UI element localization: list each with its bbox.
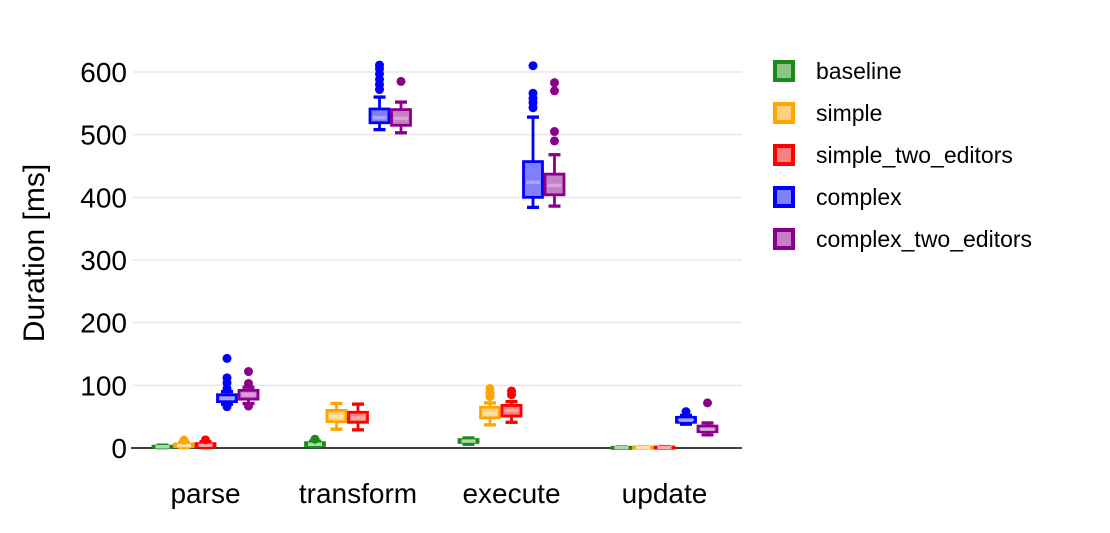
legend-entry-simple-two-editors: simple_two_editors <box>773 142 1032 168</box>
outlier-dot <box>375 60 384 70</box>
outlier-dot <box>681 407 691 417</box>
outlier-dot <box>550 78 559 88</box>
outlier-dot <box>396 76 406 86</box>
y-tick-label: 600 <box>80 57 127 88</box>
y-tick-label: 200 <box>80 308 127 339</box>
outlier-dot <box>222 353 232 363</box>
x-tick-label: update <box>622 478 708 509</box>
legend-label-simple-two-editors: simple_two_editors <box>816 142 1013 168</box>
outlier-dot <box>528 88 538 98</box>
y-tick-label: 300 <box>80 245 127 276</box>
legend-entry-simple: simple <box>773 100 1032 126</box>
legend-label-complex-two-editors: complex_two_editors <box>816 226 1033 252</box>
legend-swatch-baseline <box>773 60 795 82</box>
outlier-dot <box>703 398 712 408</box>
legend-swatch-simple-two-editors <box>773 144 795 166</box>
x-tick-label: execute <box>462 478 560 509</box>
chart-canvas: 0 100 200 300 400 500 600 parse transform execute… <box>80 57 742 509</box>
outlier-dot <box>550 127 559 137</box>
outlier-dot <box>507 386 516 396</box>
outlier-dot <box>244 401 253 411</box>
outlier-dot <box>244 367 253 377</box>
outlier-dot <box>201 435 210 445</box>
legend-entry-complex-two-editors: complex_two_editors <box>773 226 1033 252</box>
legend-swatch-simple <box>773 102 795 124</box>
legend-entry-baseline: baseline <box>773 58 1032 84</box>
outlier-dot <box>179 435 189 445</box>
y-tick-label: 500 <box>80 120 127 151</box>
legend-label-complex: complex <box>816 184 902 210</box>
legend-swatch-complex-two-editors <box>773 228 795 250</box>
outlier-dot <box>222 402 232 412</box>
legend-entry-complex: complex <box>773 184 1032 210</box>
box <box>368 107 391 125</box>
outlier-dot <box>485 383 495 393</box>
outlier-dot <box>222 373 232 383</box>
y-tick-label: 100 <box>80 370 127 401</box>
box <box>522 160 544 199</box>
legend: baseline simple simple_two_editors compl… <box>773 58 1033 252</box>
x-tick-label: parse <box>170 478 240 509</box>
outlier-dot <box>528 61 538 71</box>
outlier-dot <box>244 378 253 388</box>
legend-label-simple: simple <box>816 100 883 126</box>
legend-swatch-complex <box>773 186 795 208</box>
legend-label-baseline: baseline <box>816 58 902 84</box>
y-tick-label: 400 <box>80 182 127 213</box>
y-tick-label: 0 <box>111 433 127 464</box>
outlier-dot <box>310 434 320 444</box>
outlier-dot <box>550 136 559 146</box>
x-tick-label: transform <box>299 478 417 509</box>
outlier-dot <box>550 86 559 96</box>
